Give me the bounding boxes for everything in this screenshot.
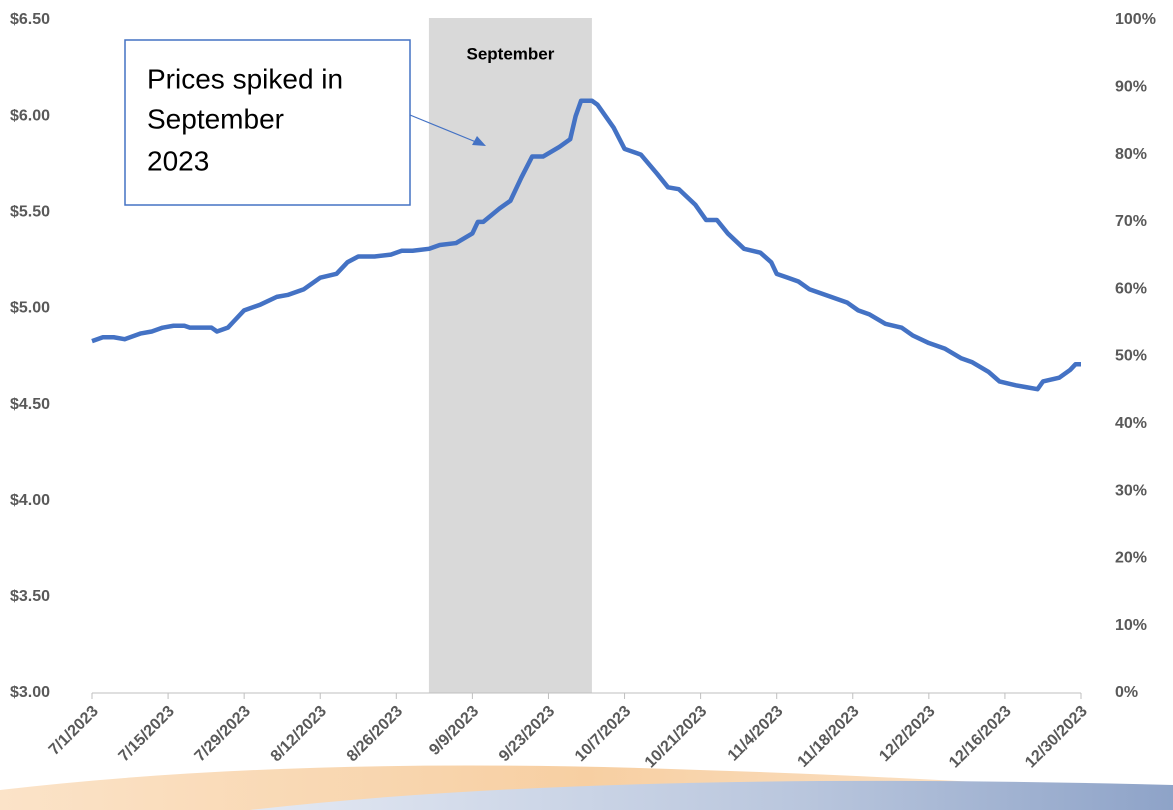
x-tick-label: 12/16/2023 <box>946 703 1015 772</box>
x-tick-label: 12/30/2023 <box>1022 703 1091 772</box>
y2-tick-label: 90% <box>1115 79 1147 96</box>
x-tick-label: 11/4/2023 <box>725 703 787 765</box>
x-tick-label: 7/1/2023 <box>46 703 102 759</box>
decor-swoosh <box>250 780 1173 810</box>
y2-tick-label: 20% <box>1115 550 1147 567</box>
annotation-text: Prices spiked in <box>147 63 343 94</box>
x-tick-label: 8/26/2023 <box>344 703 406 765</box>
y-tick-label: $4.50 <box>10 396 50 413</box>
y-tick-label: $3.00 <box>10 684 50 701</box>
price-line <box>91 98 1081 392</box>
x-tick-label: 7/29/2023 <box>192 703 254 765</box>
annotation-box <box>124 39 411 206</box>
y2-tick-label: 70% <box>1115 213 1147 230</box>
y-tick-label: $5.50 <box>10 204 50 221</box>
annotation-arrow <box>409 114 477 143</box>
x-tick-label: 10/7/2023 <box>572 703 634 765</box>
x-tick-label: 9/23/2023 <box>496 703 558 765</box>
y-tick-label: $6.00 <box>10 107 50 124</box>
y-tick-label: $6.50 <box>10 11 50 28</box>
y2-tick-label: 10% <box>1115 617 1147 634</box>
x-tick-label: 10/21/2023 <box>642 703 711 772</box>
y2-tick-label: 80% <box>1115 146 1147 163</box>
x-tick-label: 12/2/2023 <box>876 703 938 765</box>
y2-tick-label: 60% <box>1115 280 1147 297</box>
y-tick-label: $4.00 <box>10 492 50 509</box>
y-tick-label: $5.00 <box>10 300 50 317</box>
y-tick-label: $3.50 <box>10 588 50 605</box>
y2-tick-label: 30% <box>1115 482 1147 499</box>
x-tick-label: 8/12/2023 <box>268 703 330 765</box>
x-tick-label: 11/18/2023 <box>795 703 863 771</box>
x-tick-label: 9/9/2023 <box>426 703 482 759</box>
x-tick-label: 7/15/2023 <box>116 703 178 765</box>
annotation-text: 2023 <box>147 145 209 176</box>
shade-label: September <box>466 44 554 63</box>
y2-tick-label: 0% <box>1115 684 1138 701</box>
annotation-text: September <box>147 103 284 134</box>
y2-tick-label: 100% <box>1115 11 1156 28</box>
shade-band <box>428 18 592 693</box>
y2-tick-label: 40% <box>1115 415 1147 432</box>
annotation-arrowhead <box>472 136 486 146</box>
y2-tick-label: 50% <box>1115 348 1147 365</box>
